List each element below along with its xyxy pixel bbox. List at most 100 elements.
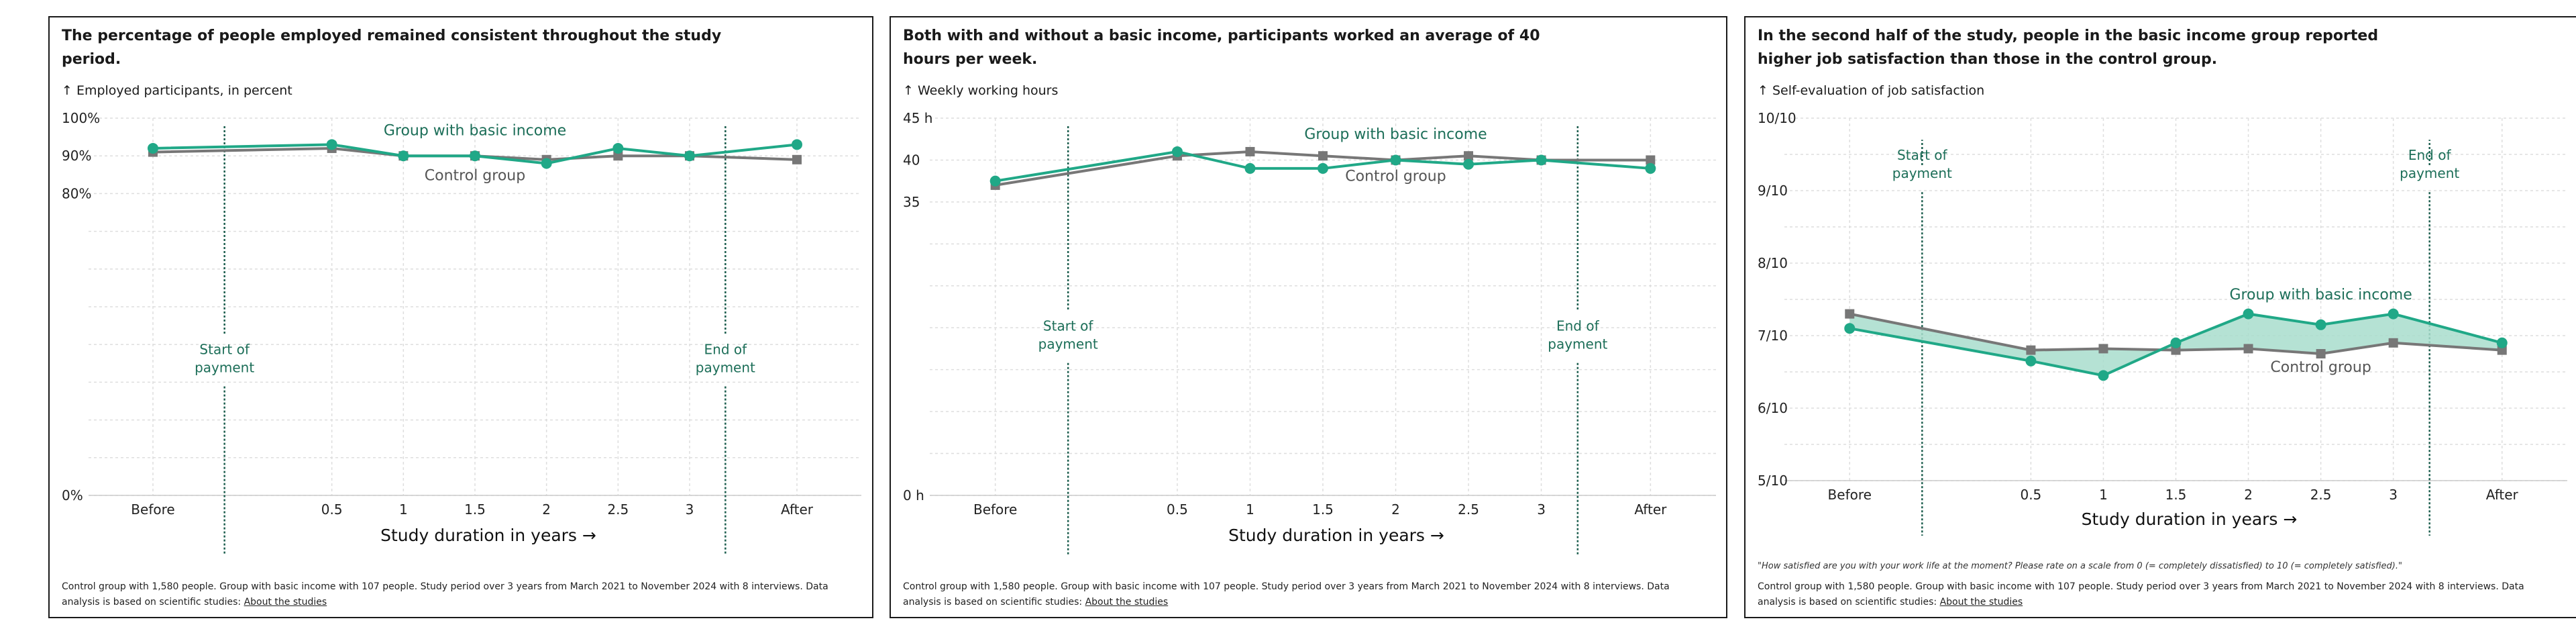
payment-marker-label: payment: [1548, 336, 1607, 352]
chart-title: The percentage of people employed remain…: [62, 28, 722, 68]
data-point-basic-income: [2315, 319, 2326, 330]
data-point-basic-income: [612, 142, 624, 154]
series-label-control-group: Control group: [2270, 359, 2371, 376]
data-point-basic-income: [989, 175, 1001, 187]
x-tick-label: Before: [973, 501, 1017, 518]
chart-title: Both with and without a basic income, pa…: [903, 28, 1540, 68]
x-axis-title: Study duration in years →: [380, 526, 596, 545]
data-point-control-group: [2316, 349, 2326, 358]
series-label-basic-income: Group with basic income: [1304, 126, 1487, 143]
y-tick-label: 7/10: [1758, 328, 1788, 344]
data-point-basic-income: [470, 150, 480, 162]
y-tick-label: 100%: [62, 110, 100, 126]
footer-text: Control group with 1,580 people. Group w…: [62, 581, 828, 607]
data-point-control-group: [2098, 344, 2108, 354]
x-tick-label: 1: [1246, 501, 1254, 518]
chart-plot-area: 5/10 6/10 7/10 8/10 9/10 10/10 Before 0.5 1 1.5 2 2…: [1758, 110, 2567, 536]
survey-question: "How satisfied are you with your work li…: [1758, 561, 2402, 571]
x-tick-label: 2: [2244, 487, 2253, 503]
data-point-basic-income: [2387, 308, 2399, 320]
chart-panel-job-satisfaction: In the second half of the study, people …: [1744, 16, 2576, 618]
x-tick-label: 2.5: [1458, 501, 1479, 518]
x-tick-label: After: [1634, 501, 1667, 518]
series-line-basic-income: [1849, 312, 2503, 377]
y-tick-label: 40: [903, 152, 920, 168]
about-studies-link[interactable]: About the studies: [244, 597, 327, 607]
working-hours-chart: 0 h 35 40 45 h Before 0.5 1 1.5 2 2.5 3 After Study …: [903, 110, 1716, 554]
footer-text: Control group with 1,580 people. Group w…: [903, 581, 1670, 607]
x-tick-label: 1.5: [1312, 501, 1334, 518]
data-point-control-group: [613, 151, 623, 161]
employment-chart: 0% 80% 90% 100% Before 0.5 1 1.5 2 2.5 3 After Study…: [62, 110, 861, 554]
y-tick-label: 35: [903, 194, 920, 210]
data-point-basic-income: [1318, 162, 1328, 174]
x-tick-label: 1: [399, 501, 408, 518]
data-point-basic-income: [2243, 308, 2254, 320]
y-tick-label: 45 h: [903, 110, 932, 126]
x-tick-label: 0.5: [1167, 501, 1188, 518]
payment-marker-label: End of: [2408, 147, 2452, 163]
data-point-control-group: [2497, 345, 2507, 355]
chart-panel-working-hours: Both with and without a basic income, pa…: [890, 16, 1727, 618]
job-satisfaction-chart: 5/10 6/10 7/10 8/10 9/10 10/10 Before 0.5 1 1.5 2 2…: [1758, 110, 2567, 536]
y-tick-label: 0%: [62, 487, 83, 503]
data-point-basic-income: [684, 150, 695, 162]
chart-footer: Control group with 1,580 people. Group w…: [903, 579, 1695, 610]
chart-plot-area: 0% 80% 90% 100% Before 0.5 1 1.5 2 2.5 3 After Study…: [62, 110, 861, 554]
series-line-basic-income: [995, 150, 1651, 183]
x-tick-label: 1.5: [464, 501, 486, 518]
data-point-control-group: [2171, 345, 2181, 355]
series-line-basic-income: [152, 143, 798, 165]
y-axis-label: ↑ Weekly working hours: [903, 83, 1059, 98]
chart-title: In the second half of the study, people …: [1758, 28, 2379, 68]
series-line-control-group: [1849, 312, 2502, 356]
data-point-basic-income: [148, 142, 158, 154]
data-point-basic-income: [792, 139, 802, 150]
payment-marker-label: Start of: [1897, 147, 1947, 163]
series-label-basic-income: Group with basic income: [2229, 287, 2412, 303]
data-point-basic-income: [1244, 162, 1256, 174]
payment-marker-label: payment: [195, 360, 254, 376]
x-tick-label: 3: [686, 501, 694, 518]
x-tick-label: 0.5: [321, 501, 343, 518]
x-tick-label: Before: [1828, 487, 1872, 503]
chart-plot-area: 0 h 35 40 45 h Before 0.5 1 1.5 2 2.5 3 After Study …: [903, 110, 1716, 554]
x-tick-label: After: [781, 501, 814, 518]
x-tick-label: 2.5: [2310, 487, 2332, 503]
data-point-control-group: [1464, 151, 1474, 161]
x-tick-label: After: [2486, 487, 2519, 503]
data-point-basic-income: [2025, 355, 2037, 367]
data-point-control-group: [1318, 151, 1328, 161]
chart-footer: Control group with 1,580 people. Group w…: [62, 579, 853, 610]
about-studies-link[interactable]: About the studies: [1085, 597, 1169, 607]
payment-marker-label: payment: [1892, 165, 1952, 181]
y-axis-label: ↑ Employed participants, in percent: [62, 83, 292, 98]
data-point-basic-income: [1536, 154, 1547, 166]
x-tick-label: 3: [1537, 501, 1546, 518]
footer-text: Control group with 1,580 people. Group w…: [1758, 581, 2524, 607]
data-point-basic-income: [2496, 337, 2508, 348]
x-axis-title: Study duration in years →: [2082, 509, 2298, 529]
x-tick-label: 1: [2099, 487, 2108, 503]
data-point-control-group: [2026, 345, 2036, 355]
data-point-control-group: [1245, 146, 1255, 156]
data-point-basic-income: [1463, 158, 1474, 170]
payment-marker-label: payment: [2400, 165, 2459, 181]
data-point-control-group: [2243, 344, 2253, 354]
series-label-control-group: Control group: [425, 168, 525, 185]
y-tick-label: 10/10: [1758, 110, 1796, 126]
y-tick-label: 8/10: [1758, 255, 1788, 271]
x-tick-label: 1.5: [2165, 487, 2187, 503]
y-tick-label: 90%: [62, 148, 91, 164]
x-tick-label: Before: [131, 501, 174, 518]
data-point-basic-income: [2098, 370, 2109, 381]
x-tick-label: 2.5: [607, 501, 629, 518]
y-tick-label: 6/10: [1758, 400, 1788, 416]
x-tick-label: 2: [542, 501, 551, 518]
data-point-control-group: [2388, 338, 2398, 348]
about-studies-link[interactable]: About the studies: [1939, 597, 2023, 607]
y-tick-label: 9/10: [1758, 183, 1788, 199]
chart-footer: Control group with 1,580 people. Group w…: [1758, 579, 2549, 610]
data-point-basic-income: [1645, 162, 1656, 174]
y-tick-label: 80%: [62, 185, 91, 201]
